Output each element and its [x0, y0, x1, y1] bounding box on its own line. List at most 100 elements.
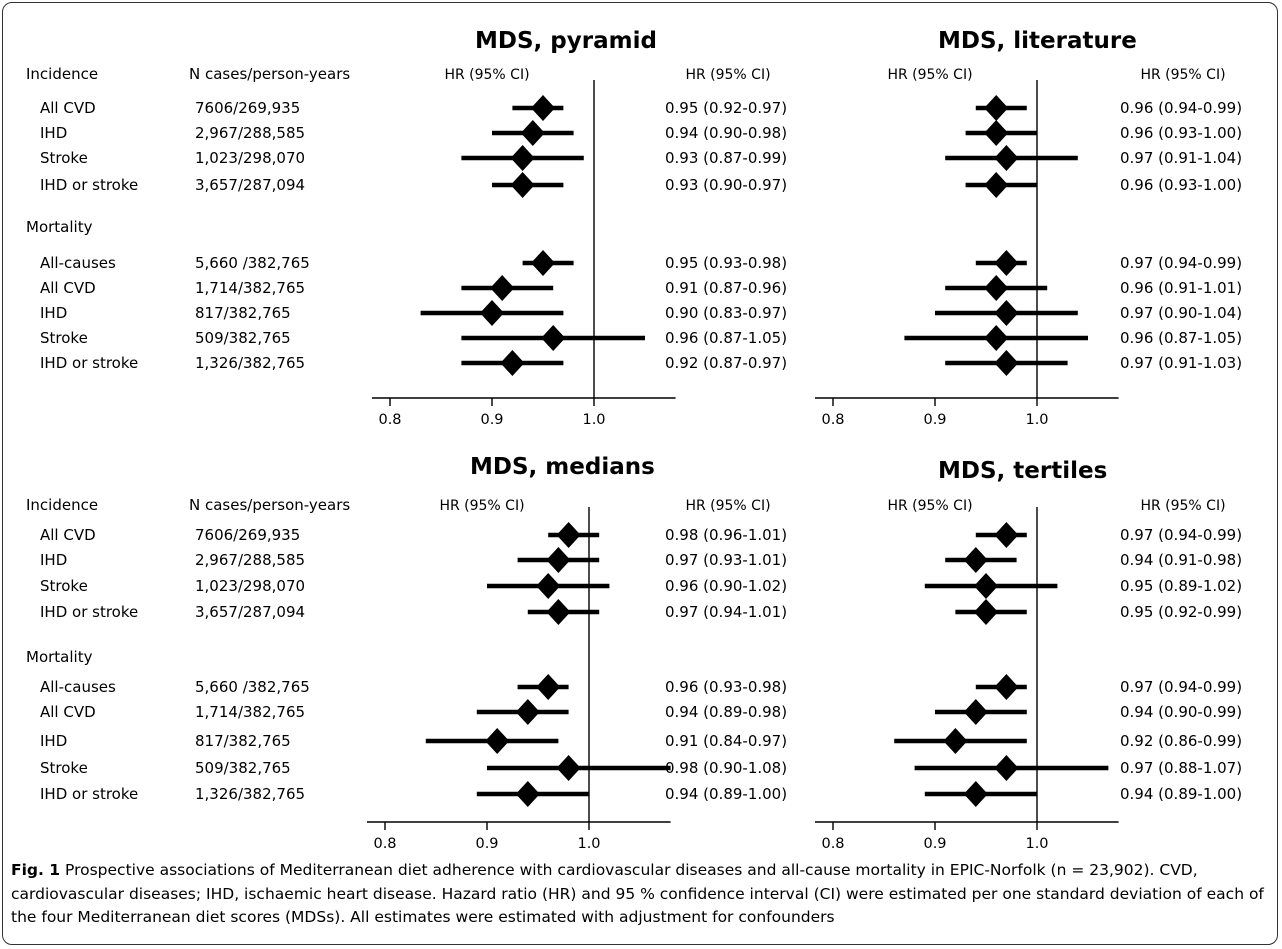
row-label: IHD — [40, 551, 67, 569]
x-tick-label: 0.8 — [821, 412, 844, 428]
row-label: Stroke — [40, 759, 88, 777]
plot-ci-header: HR (95% CI) — [887, 67, 972, 83]
hr-ci-value: 0.92 (0.87-0.97) — [665, 354, 787, 372]
hr-diamond — [994, 522, 1019, 548]
hr-diamond — [480, 300, 504, 326]
row-label: IHD or stroke — [40, 603, 138, 621]
plot-ci-header: HR (95% CI) — [444, 67, 529, 83]
hr-ci-value: 0.95 (0.89-1.02) — [1120, 577, 1242, 595]
row-cases: 1,714/382,765 — [195, 703, 305, 721]
hr-diamond — [984, 325, 1009, 351]
hr-ci-value: 0.96 (0.94-0.99) — [1120, 99, 1242, 117]
hr-ci-value: 0.93 (0.90-0.97) — [665, 176, 787, 194]
row-cases: 1,326/382,765 — [195, 354, 305, 372]
hr-diamond — [984, 120, 1009, 146]
row-cases: 5,660 /382,765 — [195, 678, 310, 696]
hr-ci-value: 0.95 (0.93-0.98) — [665, 254, 787, 272]
row-label: All CVD — [40, 703, 96, 721]
hr-diamond — [984, 275, 1009, 301]
row-cases: 7606/269,935 — [195, 99, 300, 117]
hr-diamond — [536, 674, 561, 700]
hr-diamond — [963, 781, 988, 807]
x-tick-label: 1.0 — [582, 412, 605, 428]
hr-diamond — [520, 120, 545, 146]
row-cases: 1,023/298,070 — [195, 149, 305, 167]
x-tick-label: 0.8 — [378, 412, 401, 428]
row-cases: 1,714/382,765 — [195, 279, 305, 297]
row-label: IHD — [40, 732, 67, 750]
panel-title: MDS, literature — [938, 28, 1137, 54]
x-tick-label: 0.9 — [923, 836, 946, 852]
hr-ci-value: 0.96 (0.90-1.02) — [665, 577, 787, 595]
row-label: All-causes — [40, 254, 116, 272]
x-tick-label: 1.0 — [1025, 412, 1048, 428]
hr-ci-value: 0.90 (0.83-0.97) — [665, 304, 787, 322]
row-label: IHD or stroke — [40, 354, 138, 372]
x-tick-label: 0.8 — [821, 836, 844, 852]
hr-diamond — [515, 781, 540, 807]
hr-diamond — [994, 755, 1019, 781]
hr-ci-value: 0.95 (0.92-0.99) — [1120, 603, 1242, 621]
hr-ci-value: 0.97 (0.91-1.04) — [1120, 149, 1242, 167]
hr-ci-value: 0.96 (0.91-1.01) — [1120, 279, 1242, 297]
row-label: IHD or stroke — [40, 785, 138, 803]
row-label: All CVD — [40, 526, 96, 544]
row-label: All CVD — [40, 99, 96, 117]
x-tick-label: 0.9 — [480, 412, 503, 428]
row-cases: 817/382,765 — [195, 732, 291, 750]
hr-ci-value: 0.97 (0.94-0.99) — [1120, 678, 1242, 696]
hr-diamond — [974, 599, 998, 625]
hr-diamond — [510, 145, 535, 171]
hr-ci-value: 0.96 (0.87-1.05) — [665, 329, 787, 347]
hr-diamond — [963, 547, 988, 573]
panel-title: MDS, pyramid — [475, 28, 657, 54]
hr-diamond — [984, 172, 1009, 198]
hr-diamond — [500, 350, 525, 376]
hr-ci-value: 0.97 (0.91-1.03) — [1120, 354, 1242, 372]
hr-ci-value: 0.96 (0.93-1.00) — [1120, 124, 1242, 142]
hr-diamond — [994, 674, 1019, 700]
hr-ci-value: 0.94 (0.89-0.98) — [665, 703, 787, 721]
hr-ci-value: 0.97 (0.94-0.99) — [1120, 254, 1242, 272]
hr-ci-value: 0.97 (0.90-1.04) — [1120, 304, 1242, 322]
x-tick-label: 0.9 — [475, 836, 498, 852]
hr-diamond — [974, 573, 998, 599]
hr-ci-value: 0.94 (0.90-0.99) — [1120, 703, 1242, 721]
row-cases: 2,967/288,585 — [195, 124, 305, 142]
hr-ci-value: 0.92 (0.86-0.99) — [1120, 732, 1242, 750]
hr-diamond — [510, 172, 535, 198]
hr-ci-value: 0.96 (0.93-0.98) — [665, 678, 787, 696]
cases-header: N cases/person-years — [189, 496, 350, 514]
hr-ci-column-header: HR (95% CI) — [1140, 67, 1225, 83]
hr-ci-value: 0.97 (0.93-1.01) — [665, 551, 787, 569]
hr-ci-value: 0.97 (0.94-0.99) — [1120, 526, 1242, 544]
x-tick-label: 1.0 — [577, 836, 600, 852]
incidence-header: Incidence — [26, 496, 98, 514]
hr-diamond — [546, 547, 571, 573]
panel-title: MDS, tertiles — [938, 458, 1107, 484]
hr-ci-value: 0.94 (0.91-0.98) — [1120, 551, 1242, 569]
row-cases: 3,657/287,094 — [195, 603, 305, 621]
row-cases: 817/382,765 — [195, 304, 291, 322]
row-cases: 509/382,765 — [195, 329, 291, 347]
x-tick-label: 0.8 — [373, 836, 396, 852]
row-cases: 509/382,765 — [195, 759, 291, 777]
mortality-header: Mortality — [26, 648, 93, 666]
row-label: IHD — [40, 304, 67, 322]
hr-ci-value: 0.97 (0.88-1.07) — [1120, 759, 1242, 777]
hr-diamond — [994, 145, 1019, 171]
row-cases: 2,967/288,585 — [195, 551, 305, 569]
hr-diamond — [556, 522, 581, 548]
hr-ci-value: 0.98 (0.96-1.01) — [665, 526, 787, 544]
hr-diamond — [541, 325, 566, 351]
row-cases: 1,326/382,765 — [195, 785, 305, 803]
caption-text: Prospective associations of Mediterranea… — [11, 861, 1264, 926]
row-label: All-causes — [40, 678, 116, 696]
hr-ci-column-header: HR (95% CI) — [685, 67, 770, 83]
hr-ci-value: 0.91 (0.87-0.96) — [665, 279, 787, 297]
row-label: Stroke — [40, 577, 88, 595]
row-label: All CVD — [40, 279, 96, 297]
hr-diamond — [994, 350, 1019, 376]
hr-diamond — [984, 95, 1009, 121]
